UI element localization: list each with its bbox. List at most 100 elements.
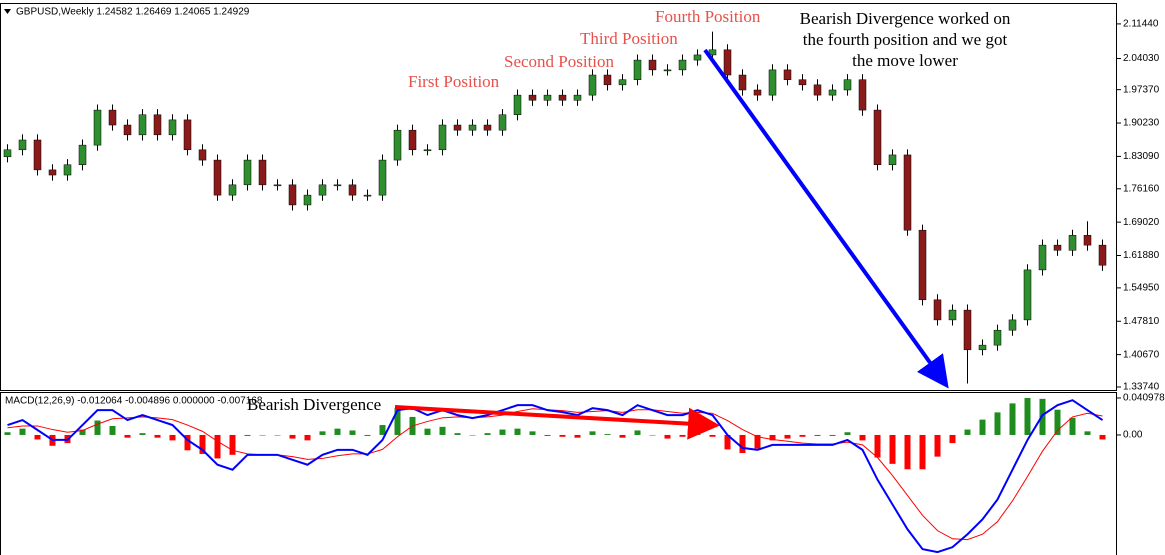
histogram-bar xyxy=(184,434,191,451)
candle-body xyxy=(528,94,537,101)
histogram-bar xyxy=(529,431,536,435)
candle-body xyxy=(378,159,387,196)
histogram-bar xyxy=(229,434,236,455)
histogram-bar xyxy=(4,432,11,435)
price-header: GBPUSD,Weekly 1.24582 1.26469 1.24065 1.… xyxy=(16,7,250,18)
histogram-bar xyxy=(859,434,866,441)
candle-body xyxy=(993,329,1002,346)
annotation: Third Position xyxy=(580,29,678,48)
histogram-bar xyxy=(199,434,206,454)
histogram-bar xyxy=(544,434,551,436)
histogram-bar xyxy=(334,428,341,435)
candle-body xyxy=(1023,269,1032,321)
candle-body xyxy=(318,184,327,196)
histogram-bar xyxy=(754,434,761,449)
histogram-bar xyxy=(649,434,656,436)
annotation: Second Position xyxy=(504,52,615,71)
plot-area xyxy=(3,31,1107,554)
histogram-bar xyxy=(964,429,971,435)
histogram-bar xyxy=(304,434,311,441)
candle-body xyxy=(243,159,252,186)
candle-body xyxy=(468,124,477,131)
histogram-bar xyxy=(829,434,836,436)
histogram-bar xyxy=(724,434,731,450)
candle-body xyxy=(108,109,117,126)
candle-body xyxy=(213,159,222,196)
candle-body xyxy=(273,184,282,187)
histogram-bar xyxy=(1024,397,1031,435)
y-tick-label: 0.040978 xyxy=(1123,393,1165,404)
candle-body xyxy=(1008,319,1017,331)
histogram-bar xyxy=(589,431,596,435)
histogram-bar xyxy=(34,434,41,440)
macd-panel-frame xyxy=(0,392,1117,555)
candle-body xyxy=(48,169,57,176)
y-tick-label: 1.61880 xyxy=(1123,250,1160,261)
candle-body xyxy=(888,154,897,166)
candle-body xyxy=(1038,244,1047,271)
trend-arrow xyxy=(703,48,949,389)
candle-body xyxy=(33,139,42,171)
candle-body xyxy=(978,344,987,351)
candle-body xyxy=(258,159,267,186)
histogram-bar xyxy=(664,434,671,439)
annotation: First Position xyxy=(408,72,500,91)
histogram-bar xyxy=(469,434,476,436)
histogram-bar xyxy=(94,420,101,435)
histogram-bar xyxy=(1009,403,1016,435)
price-panel-frame xyxy=(0,3,1117,391)
histogram-bar xyxy=(679,434,686,437)
histogram-bar xyxy=(949,434,956,444)
histogram-bar xyxy=(1099,434,1106,440)
candle-body xyxy=(228,184,237,196)
candle-body xyxy=(483,124,492,131)
y-tick-label: 1.40670 xyxy=(1123,349,1160,360)
candle-body xyxy=(558,94,567,101)
histogram-bar xyxy=(784,434,791,439)
histogram-bar xyxy=(274,434,281,436)
histogram-bar xyxy=(319,431,326,435)
histogram-bar xyxy=(289,434,296,439)
histogram-bar xyxy=(109,425,116,435)
macd-header: MACD(12,26,9) -0.012064 -0.004896 0.0000… xyxy=(5,396,263,407)
histogram-bar xyxy=(169,434,176,441)
candle-body xyxy=(633,59,642,80)
y-tick-label: 1.83090 xyxy=(1123,151,1160,162)
histogram-bar xyxy=(439,426,446,435)
histogram-bar xyxy=(844,432,851,435)
y-tick-label: 1.97370 xyxy=(1123,84,1160,95)
candle-body xyxy=(393,129,402,161)
histogram-bar xyxy=(1054,409,1061,435)
candle-body xyxy=(588,74,597,96)
macd-line xyxy=(7,399,1104,554)
histogram-bar xyxy=(79,429,86,435)
candle-body xyxy=(168,119,177,136)
candle-body xyxy=(873,109,882,166)
candle-body xyxy=(423,149,432,152)
note-line: the fourth position and we got xyxy=(803,30,1008,49)
candle-body xyxy=(618,79,627,86)
histogram-bar xyxy=(814,434,821,436)
y-tick-label: 2.04030 xyxy=(1123,53,1160,64)
histogram-bar xyxy=(499,429,506,435)
histogram-bar xyxy=(799,434,806,437)
candle-body xyxy=(78,144,87,166)
histogram-bar xyxy=(139,433,146,435)
histogram-bar xyxy=(349,430,356,435)
candle-body xyxy=(288,184,297,206)
candle-body xyxy=(93,109,102,146)
annotation: Fourth Position xyxy=(655,7,761,26)
candle-body xyxy=(948,309,957,321)
candle-body xyxy=(693,54,702,61)
candle-body xyxy=(858,79,867,111)
histogram-bar xyxy=(574,434,581,438)
candle-body xyxy=(153,114,162,136)
candle-body xyxy=(603,74,612,86)
candle-body xyxy=(453,124,462,131)
candle-body xyxy=(933,299,942,321)
candle-body xyxy=(1053,244,1062,251)
histogram-bar xyxy=(559,434,566,437)
histogram-bar xyxy=(994,412,1001,435)
